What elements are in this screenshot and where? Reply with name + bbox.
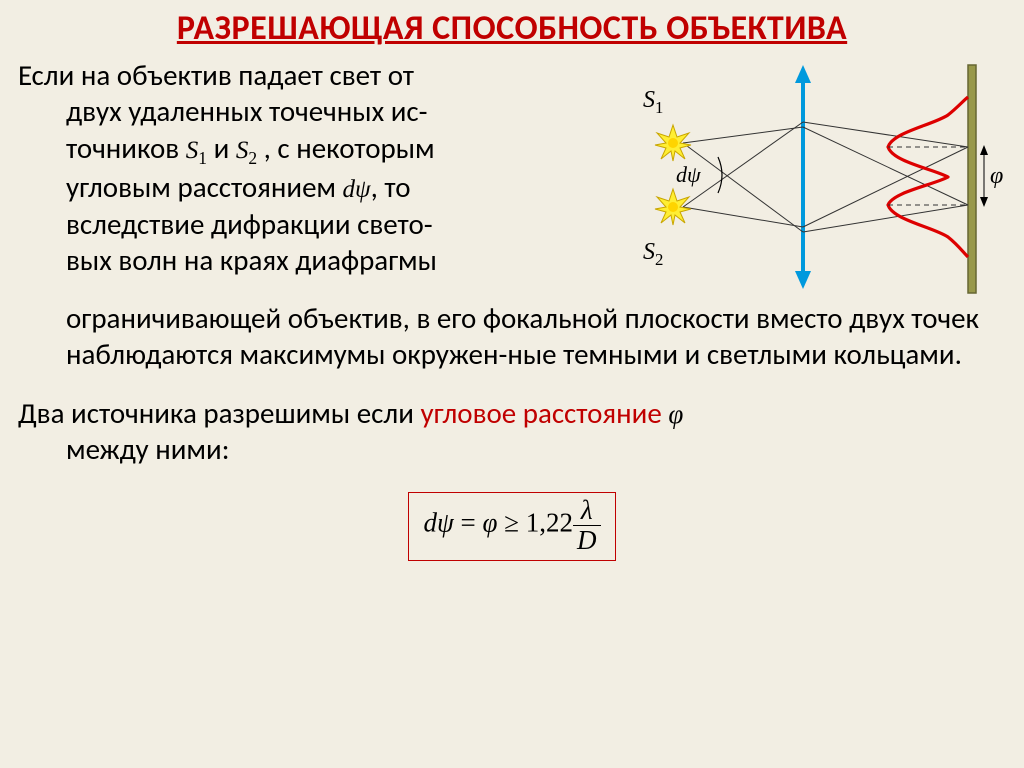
p1-l3a: точников (66, 130, 186, 166)
paragraph-1: Если на объектив падает свет от двух уда… (18, 57, 578, 278)
f-geq: ≥ 1,22 (497, 507, 573, 537)
sym-dpsi: dψ (343, 176, 371, 203)
sym-s1: S1 (186, 137, 207, 164)
sym-phi: φ (668, 399, 683, 429)
paragraph-2: Два источника разрешимы если угловое рас… (18, 395, 1006, 468)
p1-l1: Если на объектив падает свет от (18, 57, 414, 93)
f-num: λ (573, 497, 601, 525)
paragraph-1-continuation: ограничивающей объектив, в его фокальной… (18, 300, 1006, 373)
diagram-label-dpsi: dψ (676, 161, 701, 189)
p1-l2: двух удаленных точечных ис- (66, 93, 428, 129)
p1-l4a: угловым расстоянием (66, 169, 343, 205)
p1-l6: вых волн на краях диафрагмы (66, 242, 437, 278)
sym-s2: S2 (236, 137, 257, 164)
p2a: Два источника разрешимы если (18, 395, 420, 431)
f-eq: = (454, 507, 483, 537)
f-den: D (573, 525, 601, 554)
f-phi: φ (483, 507, 498, 537)
p2-highlight: угловое расстояние (420, 395, 661, 431)
p1-l3c: , с некоторым (257, 130, 435, 166)
f-frac: λD (573, 497, 601, 554)
f-lhs: dψ (423, 507, 453, 537)
diagram-label-s2: S2 (643, 237, 663, 271)
optics-diagram: S1 S2 dψ φ (588, 57, 1006, 302)
p1-l4b: , то (371, 169, 411, 205)
content-body: Если на объектив падает свет от двух уда… (18, 57, 1006, 561)
formula-box: dψ = φ ≥ 1,22λD (408, 492, 615, 561)
formula-container: dψ = φ ≥ 1,22λD (18, 492, 1006, 561)
diagram-label-s1: S1 (643, 85, 663, 119)
p2b: между ними: (66, 431, 229, 467)
diagram-label-phi: φ (990, 161, 1003, 191)
p1-l3b: и (207, 130, 236, 166)
p1-l5: вследствие дифракции свето- (66, 206, 433, 242)
page-title: РАЗРЕШАЮЩАЯ СПОСОБНОСТЬ ОБЪЕКТИВА (18, 8, 1006, 49)
